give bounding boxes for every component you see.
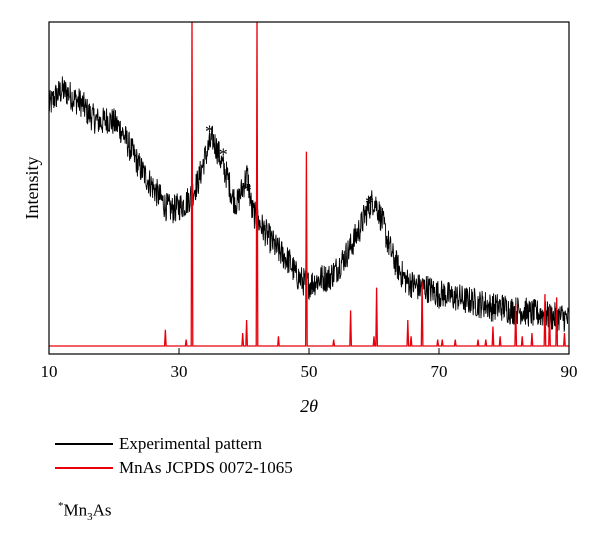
- peak-annotation-3: *: [243, 180, 252, 200]
- x-tick-label: 10: [41, 362, 58, 381]
- legend-swatch-mnas: [55, 467, 113, 469]
- peak-annotation-4: *: [365, 193, 374, 213]
- x-tick-label: 70: [431, 362, 448, 381]
- plot-area: [49, 22, 569, 347]
- peak-annotation-1: *: [205, 122, 214, 142]
- footnote-sub: 3: [87, 511, 93, 524]
- xrd-chart: 10 30 50 70 90 2θ Intensity ****: [22, 21, 578, 416]
- x-axis-label: 2θ: [300, 396, 318, 416]
- x-tick-label: 90: [561, 362, 578, 381]
- x-tick-label: 30: [171, 362, 188, 381]
- peak-annotation-2: *: [219, 144, 228, 164]
- legend-swatch-experimental: [55, 443, 113, 445]
- x-axis: 10 30 50 70 90: [41, 348, 578, 381]
- series-mnas-reference-line: [49, 22, 569, 347]
- footnote-tail: As: [92, 500, 112, 520]
- footnote-text: Mn: [63, 500, 88, 520]
- legend-label: Experimental pattern: [119, 434, 263, 453]
- footnote: *Mn3As: [58, 500, 112, 523]
- legend-label: MnAs JCPDS 0072-1065: [119, 458, 293, 477]
- x-tick-label: 50: [301, 362, 318, 381]
- footnote-mark: *: [58, 500, 64, 512]
- series-experimental-line: [49, 76, 569, 332]
- y-axis-label: Intensity: [22, 157, 42, 220]
